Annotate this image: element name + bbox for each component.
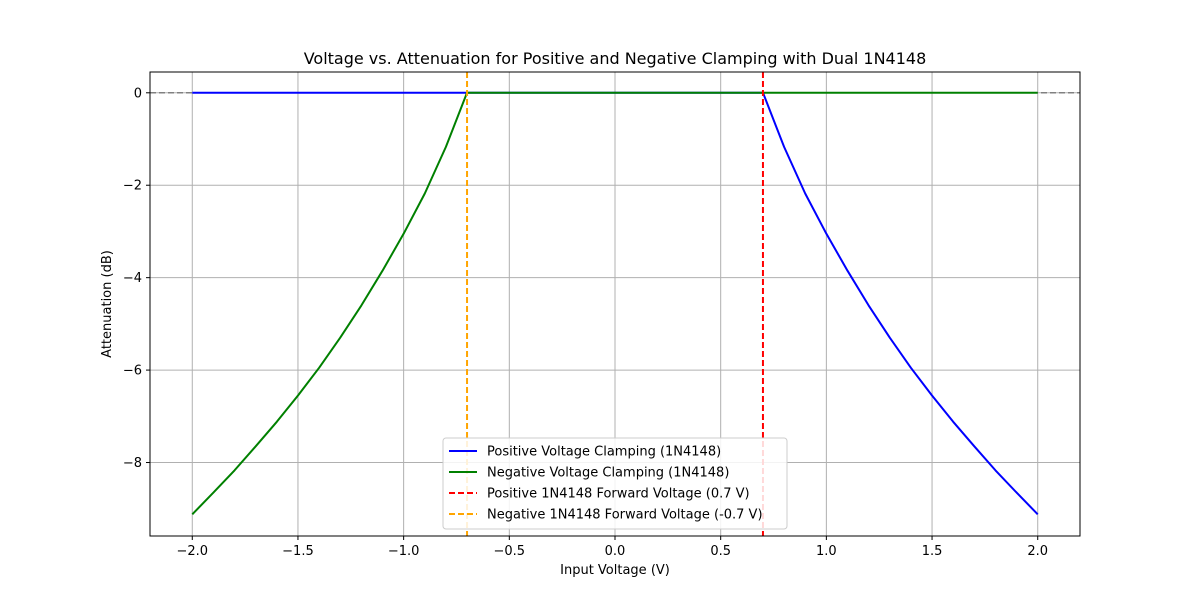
x-tick-label: −0.5 — [494, 544, 526, 559]
x-tick-label: 0.5 — [710, 544, 731, 559]
axis-ticks: −2.0 −1.5 −1.0 −0.5 0.0 0.5 1.0 1.5 2.0 0 −2 −4 −6 −8 — [123, 86, 1048, 559]
y-tick-label: −6 — [123, 364, 142, 379]
x-axis-label: Input Voltage (V) — [560, 563, 670, 578]
x-tick-label: −1.0 — [388, 544, 420, 559]
legend: Positive Voltage Clamping (1N4148) Negati… — [442, 437, 788, 530]
legend-label-1: Positive Voltage Clamping (1N4148) — [487, 445, 721, 460]
x-tick-label: −1.5 — [282, 544, 314, 559]
x-tick-label: −2.0 — [176, 544, 208, 559]
x-tick-label: 1.0 — [816, 544, 837, 559]
series-layer — [191, 72, 1039, 536]
legend-label-3: Positive 1N4148 Forward Voltage (0.7 V) — [487, 487, 750, 502]
legend-label-4: Negative 1N4148 Forward Voltage (-0.7 V) — [487, 508, 763, 523]
y-tick-label: −2 — [123, 179, 142, 194]
chart-title: Voltage vs. Attenuation for Positive and… — [304, 49, 927, 68]
legend-box — [442, 437, 788, 530]
legend-label-2: Negative Voltage Clamping (1N4148) — [487, 466, 729, 481]
y-tick-label: 0 — [134, 86, 142, 101]
y-axis-label: Attenuation (dB) — [100, 250, 115, 358]
series-line-1 — [192, 91, 1039, 515]
x-tick-label: 0.0 — [605, 544, 626, 559]
x-tick-label: 1.5 — [922, 544, 943, 559]
x-tick-label: 2.0 — [1027, 544, 1048, 559]
series-line-2 — [191, 91, 1038, 515]
y-tick-label: −4 — [123, 271, 142, 286]
y-tick-label: −8 — [123, 456, 142, 471]
